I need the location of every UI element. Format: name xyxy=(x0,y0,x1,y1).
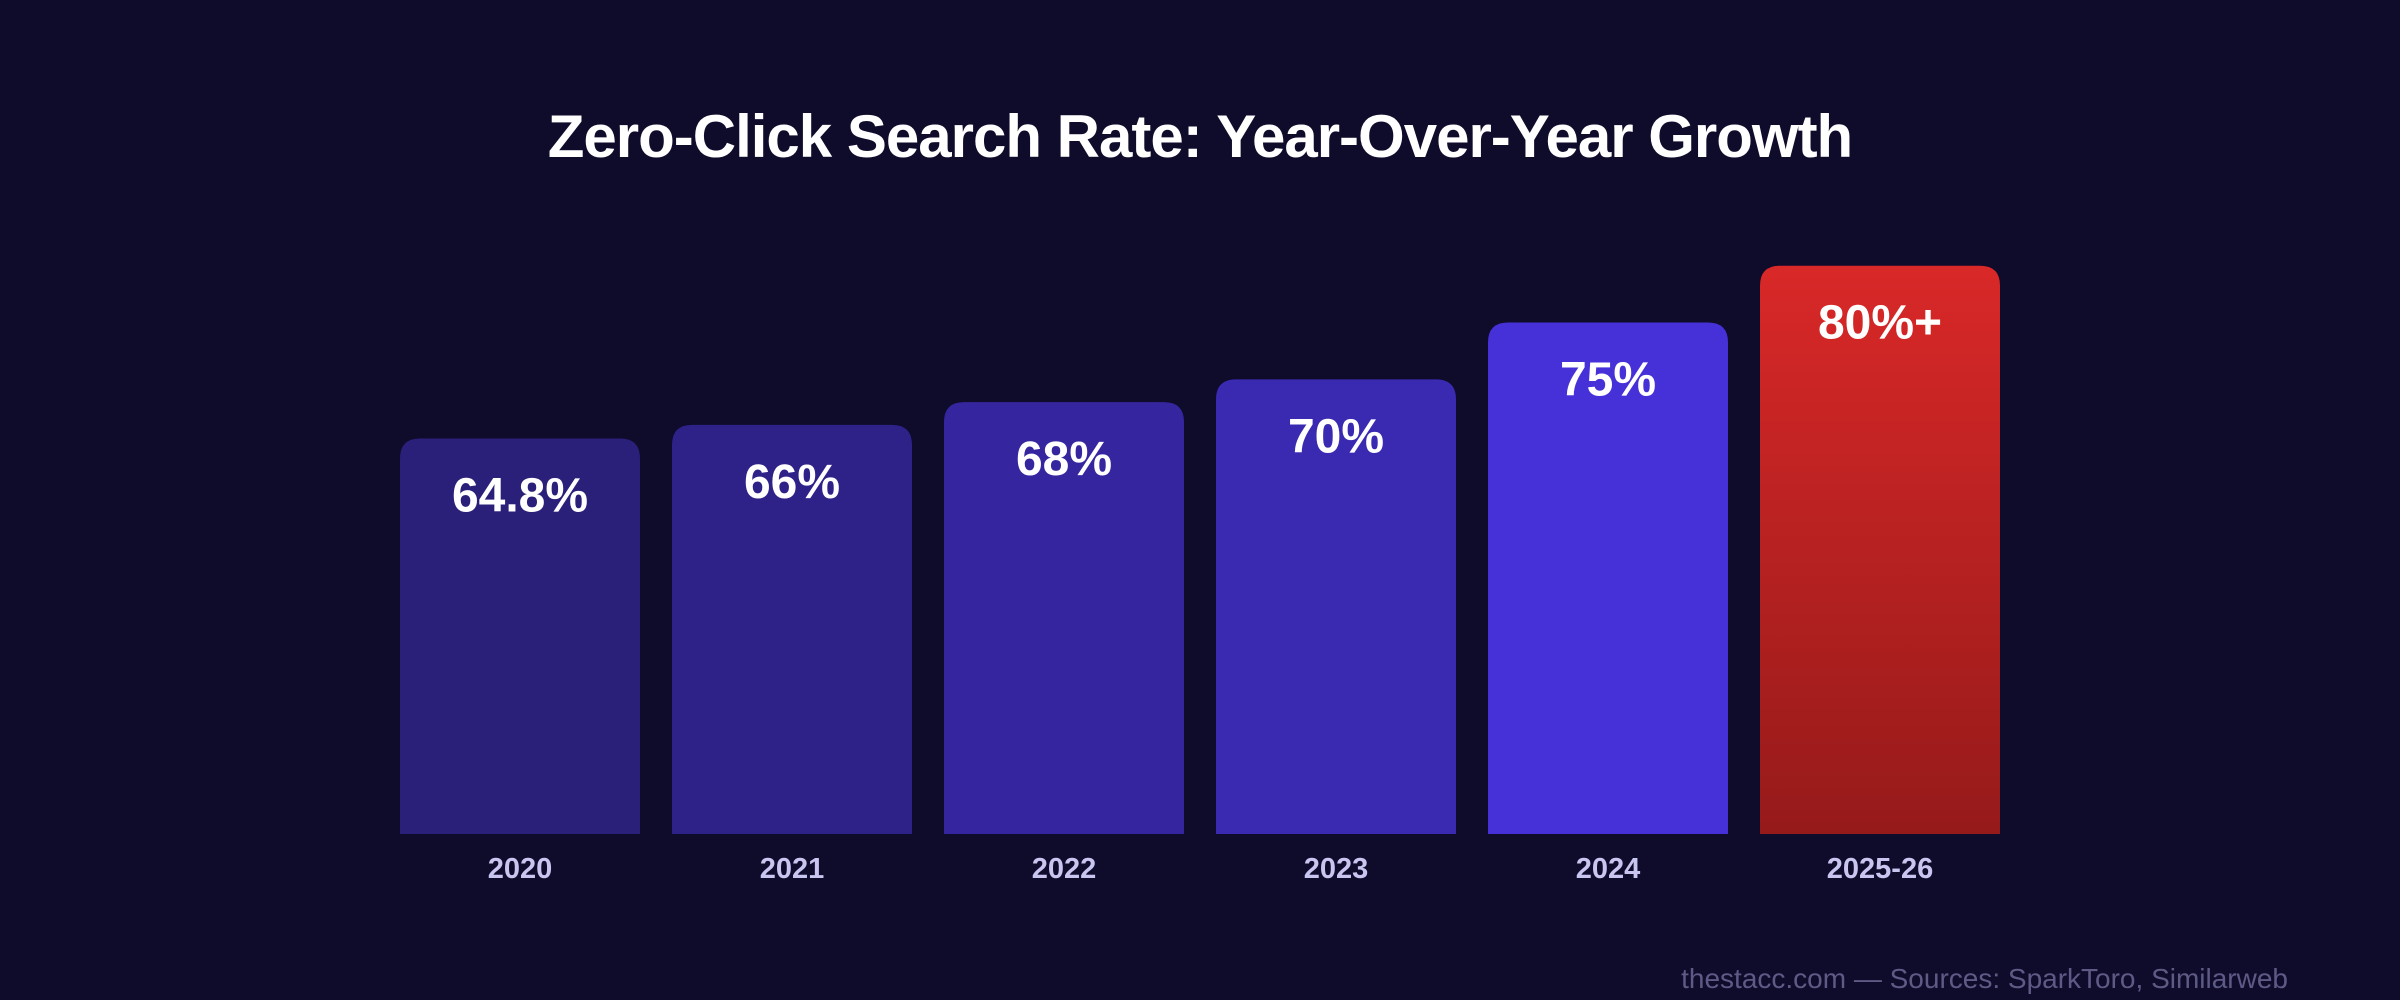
x-tick-label: 2024 xyxy=(1576,853,1641,885)
x-tick-label: 2021 xyxy=(760,853,825,885)
chart-title: Zero-Click Search Rate: Year-Over-Year G… xyxy=(547,103,1853,170)
x-tick-label: 2020 xyxy=(488,853,553,885)
bar-2025-26 xyxy=(1760,265,2000,834)
source-note: thestacc.com — Sources: SparkToro, Simil… xyxy=(1681,963,2288,994)
x-tick-label: 2025-26 xyxy=(1827,853,1933,885)
bar-value-label: 75% xyxy=(1560,354,1656,407)
x-tick-label: 2023 xyxy=(1304,853,1369,885)
x-tick-label: 2022 xyxy=(1032,853,1097,885)
bar-value-label: 64.8% xyxy=(452,469,588,522)
bar-value-label: 70% xyxy=(1288,410,1384,463)
bar-value-label: 80%+ xyxy=(1818,297,1942,350)
bar-2021 xyxy=(672,424,912,834)
bar-2020 xyxy=(400,438,640,834)
bar-2022 xyxy=(944,402,1184,834)
bar-value-label: 66% xyxy=(744,456,840,509)
bar-value-label: 68% xyxy=(1016,433,1112,486)
bar-2024 xyxy=(1488,322,1728,834)
bar-2023 xyxy=(1216,379,1456,834)
